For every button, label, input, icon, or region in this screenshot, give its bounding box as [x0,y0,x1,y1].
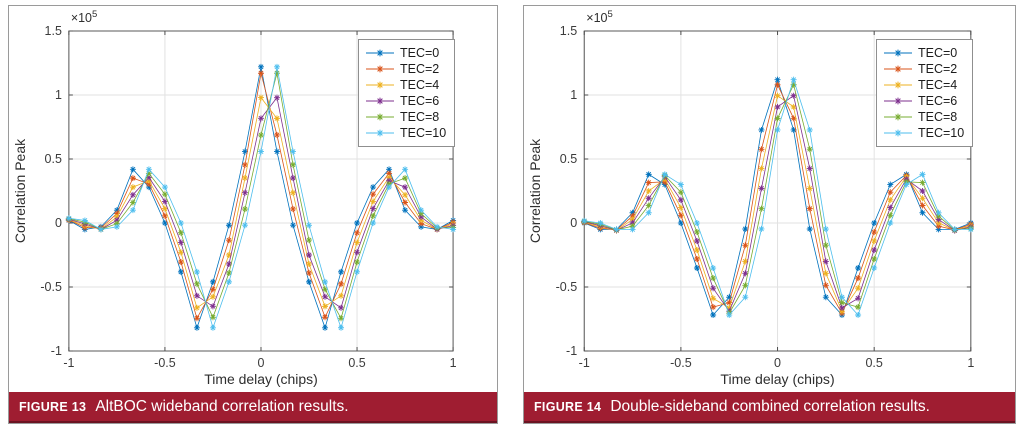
legend-line-sample [366,81,394,89]
figure14-chart: -1 -0.5 0 0.5 1 -1 -0.5 0 0.5 1 1.5 ×105 Time delay … [524,6,1015,392]
y-tick-label: 0 [570,216,577,230]
y-tick-label: -0.5 [40,280,62,294]
asterisk-marker-icon [894,129,902,137]
legend-label: TEC=4 [918,78,958,92]
asterisk-marker-icon [894,113,902,121]
legend-label: TEC=0 [918,46,958,60]
y-tick-label: 1.5 [45,24,62,38]
tick-labels: -1 -0.5 0 0.5 1 -1 -0.5 0 0.5 1 1.5 [40,24,456,370]
asterisk-marker-icon [376,49,384,57]
asterisk-marker-icon [894,81,902,89]
legend-label: TEC=2 [400,62,440,76]
legend-line-sample [884,81,912,89]
figure13-plot-area: -1 -0.5 0 0.5 1 -1 -0.5 0 0.5 1 1.5 ×105 Time delay … [9,6,497,392]
legend-label: TEC=10 [400,126,447,140]
asterisk-marker-icon [376,113,384,121]
x-tick-label: -1 [63,356,74,370]
figure14-caption-text: Double-sideband combined correlation res… [610,397,930,415]
legend-line-sample [884,49,912,57]
legend-item-tec-4: TEC=4 [365,77,446,93]
legend-item-tec-0: TEC=0 [365,45,446,61]
x-axis-label: Time delay (chips) [720,371,834,387]
series-tec-10 [65,63,457,331]
legend-label: TEC=2 [918,62,958,76]
y-axis-exponent-label: ×105 [71,9,97,25]
x-tick-label: -0.5 [670,356,692,370]
y-axis-exponent-label: ×105 [586,9,613,25]
y-tick-label: 1.5 [560,24,577,38]
legend-item-tec-2: TEC=2 [883,61,964,77]
x-tick-label: -1 [579,356,590,370]
asterisk-marker-icon [894,65,902,73]
x-tick-label: 1 [450,356,457,370]
x-tick-label: 0 [258,356,265,370]
legend-line-sample [884,129,912,137]
series-markers [65,63,457,331]
y-tick-label: -0.5 [556,280,578,294]
legend-label: TEC=0 [400,46,440,60]
x-tick-label: 0.5 [865,356,882,370]
y-tick-label: 0.5 [560,152,577,166]
legend-item-tec-10: TEC=10 [365,125,446,141]
legend-line-sample [366,129,394,137]
legend-item-tec-8: TEC=8 [365,109,446,125]
legend-line-sample [366,97,394,105]
legend-line-sample [884,97,912,105]
x-tick-label: 1 [967,356,974,370]
legend-item-tec-6: TEC=6 [365,93,446,109]
series-tec-4 [65,94,457,311]
figure14-caption-bar: FIGURE 14 Double-sideband combined corre… [524,392,1015,423]
figure14-plot-area: -1 -0.5 0 0.5 1 -1 -0.5 0 0.5 1 1.5 ×105 Time delay … [524,6,1015,392]
legend-label: TEC=6 [918,94,958,108]
figure14-legend: TEC=0 TEC=2 TEC=4 TEC=6 TEC=8 TEC=10 [876,39,974,147]
y-tick-label: 1 [55,88,62,102]
legend-label: TEC=6 [400,94,440,108]
legend-item-tec-6: TEC=6 [883,93,964,109]
series-tec-10 [581,76,974,319]
figure13-caption-bar: FIGURE 13 AltBOC wideband correlation re… [9,392,497,423]
y-axis-label: Correlation Peak [527,138,543,243]
asterisk-marker-icon [376,97,384,105]
legend-item-tec-0: TEC=0 [883,45,964,61]
asterisk-marker-icon [894,97,902,105]
y-tick-label: 0 [55,216,62,230]
legend-label: TEC=10 [918,126,965,140]
y-tick-label: 1 [570,88,577,102]
figure13-legend: TEC=0 TEC=2 TEC=4 TEC=6 TEC=8 TEC=10 [358,39,456,147]
asterisk-marker-icon [894,49,902,57]
x-tick-label: 0 [774,356,781,370]
legend-line-sample [366,113,394,121]
figure13-caption-label: FIGURE 13 [19,399,87,414]
legend-item-tec-2: TEC=2 [365,61,446,77]
x-tick-label: -0.5 [154,356,176,370]
legend-line-sample [366,65,394,73]
y-tick-label: 0.5 [45,152,62,166]
asterisk-marker-icon [376,129,384,137]
legend-label: TEC=8 [918,110,958,124]
figure14-panel: -1 -0.5 0 0.5 1 -1 -0.5 0 0.5 1 1.5 ×105 Time delay … [523,5,1016,424]
asterisk-marker-icon [376,65,384,73]
figure13-caption-text: AltBOC wideband correlation results. [95,397,349,415]
x-axis-label: Time delay (chips) [204,371,317,387]
tick-labels: -1 -0.5 0 0.5 1 -1 -0.5 0 0.5 1 1.5 [556,24,975,370]
legend-label: TEC=8 [400,110,440,124]
tick-marks [583,30,972,352]
y-tick-label: -1 [51,344,62,358]
legend-line-sample [366,49,394,57]
legend-item-tec-10: TEC=10 [883,125,964,141]
asterisk-marker-icon [376,81,384,89]
legend-label: TEC=4 [400,78,440,92]
legend-item-tec-8: TEC=8 [883,109,964,125]
figure14-caption-label: FIGURE 14 [534,399,602,414]
legend-line-sample [884,65,912,73]
legend-line-sample [884,113,912,121]
figure13-panel: -1 -0.5 0 0.5 1 -1 -0.5 0 0.5 1 1.5 ×105 Time delay … [8,5,498,424]
x-tick-label: 0.5 [348,356,365,370]
y-tick-label: -1 [566,344,577,358]
legend-item-tec-4: TEC=4 [883,77,964,93]
series-markers [581,76,974,319]
y-axis-label: Correlation Peak [12,139,28,243]
